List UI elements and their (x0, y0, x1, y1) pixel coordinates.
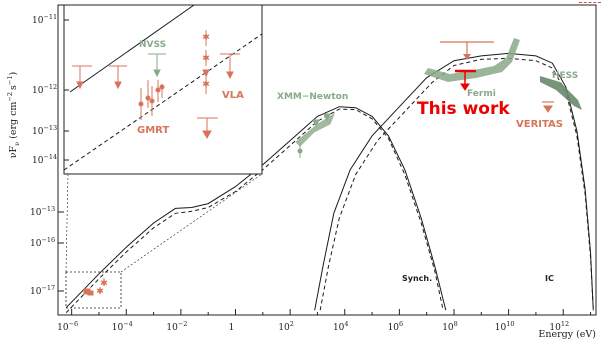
gmrt-label: GMRT (137, 125, 169, 136)
hess-label: HESS (552, 71, 578, 81)
model-curve-1 (65, 108, 444, 313)
data-point: ✶ (96, 287, 104, 297)
this-work-label: This work (417, 99, 510, 119)
x-tick-label: 10−2 (166, 320, 187, 333)
model-curve-0 (65, 106, 447, 311)
inset-data-points: ✶ ✶ ✶ (72, 30, 240, 140)
inset-y-tick-label: 10−12 (32, 83, 57, 96)
x-ticks: 10−6 10−4 10−2 1 102 104 106 108 1010 1012 (57, 309, 592, 333)
zoom-connector-line (65, 173, 69, 273)
y-ticks: 10−13 10−16 10−17 (30, 205, 64, 297)
model-curves (65, 52, 594, 313)
x-axis-title: Energy (eV) (538, 329, 596, 340)
y-tick-label: 10−17 (30, 284, 55, 297)
data-point (312, 119, 320, 128)
y-tick-label: 10−13 (30, 205, 55, 218)
svg-text:νFν(erg cm−2s−1): νFν(erg cm−2s−1) (6, 72, 21, 158)
inset-panel: 10−11 10−12 10−13 10−14 ✶ ✶ ✶ (32, 4, 263, 175)
x-tick-label: 1012 (549, 320, 569, 333)
ic-label: IC (545, 274, 554, 283)
x-tick-label: 1 (229, 323, 235, 333)
x-tick-label: 104 (333, 320, 349, 333)
model-curve-3 (319, 57, 594, 311)
inset-model-dashed (63, 33, 263, 171)
data-point (87, 290, 94, 296)
inset-nvss-point (148, 53, 166, 78)
x-tick-label: 1010 (495, 320, 515, 333)
svg-text:✶: ✶ (202, 54, 210, 64)
inset-y-tick-label: 10−13 (32, 124, 57, 137)
svg-text:✶: ✶ (202, 80, 210, 90)
x-tick-label: 10−4 (112, 320, 133, 333)
nvss-label: NVSS (139, 40, 166, 50)
inset-frame (63, 4, 263, 175)
x-tick-label: 10−6 (57, 320, 78, 333)
veritas-label: VERITAS (516, 119, 563, 130)
svg-text:✶: ✶ (202, 33, 210, 43)
fermi-band (424, 38, 520, 82)
inset-model-solid (69, 4, 195, 93)
hess-data (540, 72, 582, 110)
model-curve-2 (314, 52, 594, 311)
xmm-data (295, 112, 336, 158)
inset-y-ticks: 10−11 10−12 10−13 10−14 (32, 13, 69, 166)
data-point (323, 113, 331, 122)
y-tick-label: 10−16 (30, 236, 55, 249)
x-tick-label: 106 (388, 320, 404, 333)
corner-dash-mark (579, 2, 601, 3)
vla-label: VLA (222, 90, 244, 101)
y-axis-title: νFν(erg cm−2s−1) (6, 72, 21, 158)
x-tick-label: 102 (278, 320, 294, 333)
x-tick-label: 108 (442, 320, 458, 333)
hess-bowtie (540, 76, 582, 110)
zoom-connector-line (120, 173, 263, 273)
plot-frame (57, 4, 597, 316)
inset-y-tick-label: 10−11 (32, 13, 57, 26)
inset-y-tick-label: 10−14 (32, 153, 57, 166)
synch-label: Synch. (402, 274, 432, 283)
veritas-data (542, 101, 554, 113)
zoom-region-box (65, 271, 122, 309)
fermi-data (424, 38, 520, 82)
this-work-limit (455, 69, 476, 91)
xmm-label: XMM−Newton (277, 92, 348, 102)
fermi-label: Fermi (467, 89, 496, 99)
radio-points-main: ✶ ✶ (83, 278, 108, 298)
